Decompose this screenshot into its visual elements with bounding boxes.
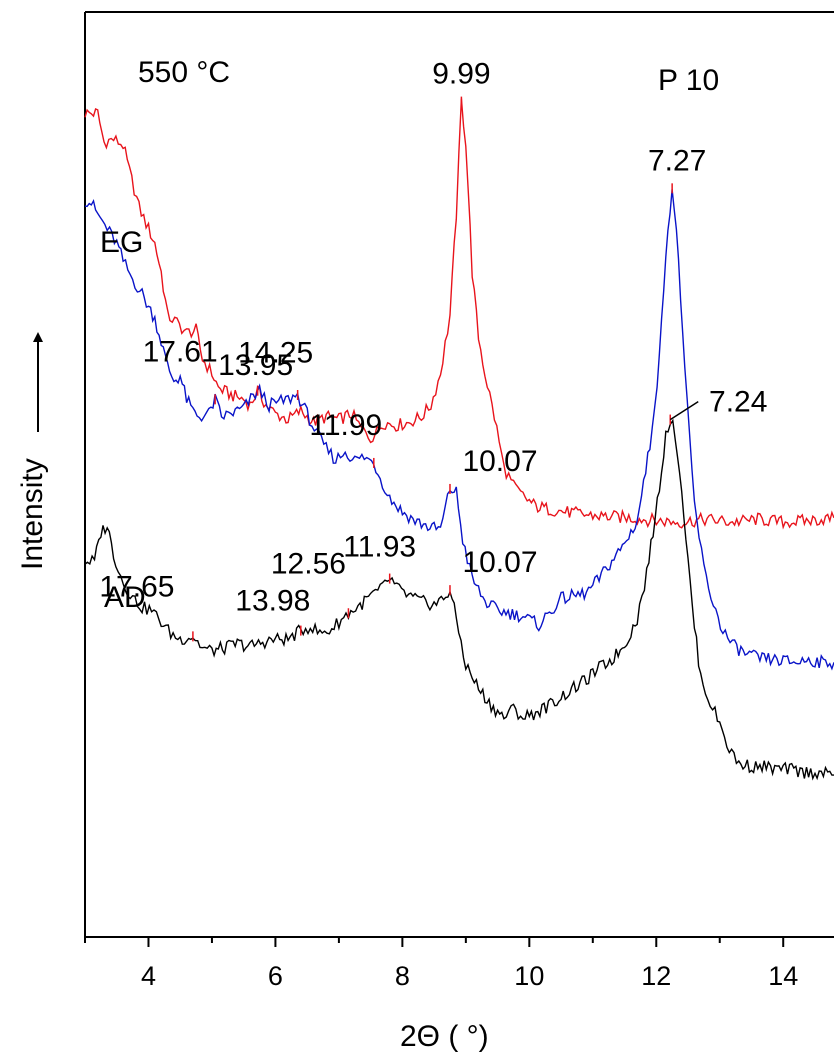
peak-label: 10.07	[462, 546, 537, 579]
x-tick-label: 10	[514, 961, 544, 991]
peak-label: 14.25	[238, 337, 313, 370]
peak-label: 17.61	[143, 335, 218, 368]
x-tick-label: 12	[641, 961, 671, 991]
peak-label: 13.98	[235, 585, 310, 618]
peak-label: 11.99	[309, 409, 382, 442]
y-axis-label: Intensity	[16, 458, 49, 570]
series-name-eg: EG	[100, 226, 143, 259]
x-tick-label: 6	[268, 961, 283, 991]
x-tick-label: 4	[141, 961, 156, 991]
x-tick-label: 14	[768, 961, 798, 991]
peak-label: 10.07	[462, 445, 537, 478]
y-axis-arrow-head	[33, 332, 43, 342]
series-name-ad: AD	[104, 581, 146, 614]
peak-label: 17.65	[99, 570, 174, 603]
peak-label: 12.56	[271, 547, 346, 580]
peak-label: 13.95	[218, 349, 293, 382]
peak-label: 11.93	[343, 531, 416, 564]
x-axis-label: 2Θ ( °)	[400, 1020, 489, 1053]
series-line-0	[84, 98, 834, 530]
peak-label: 7.24	[709, 386, 767, 419]
peak-label: 7.27	[648, 144, 706, 177]
peak-leader-line	[669, 400, 699, 421]
series-line-1	[84, 189, 834, 671]
peak-labels: 9.99 14.25 7.27 17.61 13.95 11.99 10.07 7.24 17.…	[99, 58, 767, 642]
peak-label: 9.99	[432, 58, 490, 91]
x-ticks: 4 6 8 10 12 14	[84, 937, 798, 991]
series-name-550: 550 °C	[138, 56, 230, 89]
series-layer	[84, 98, 834, 781]
x-tick-label: 8	[395, 961, 410, 991]
series-line-2	[84, 418, 834, 781]
chart-title: P 10	[658, 64, 719, 97]
y-axis-label-group: Intensity	[16, 332, 49, 570]
